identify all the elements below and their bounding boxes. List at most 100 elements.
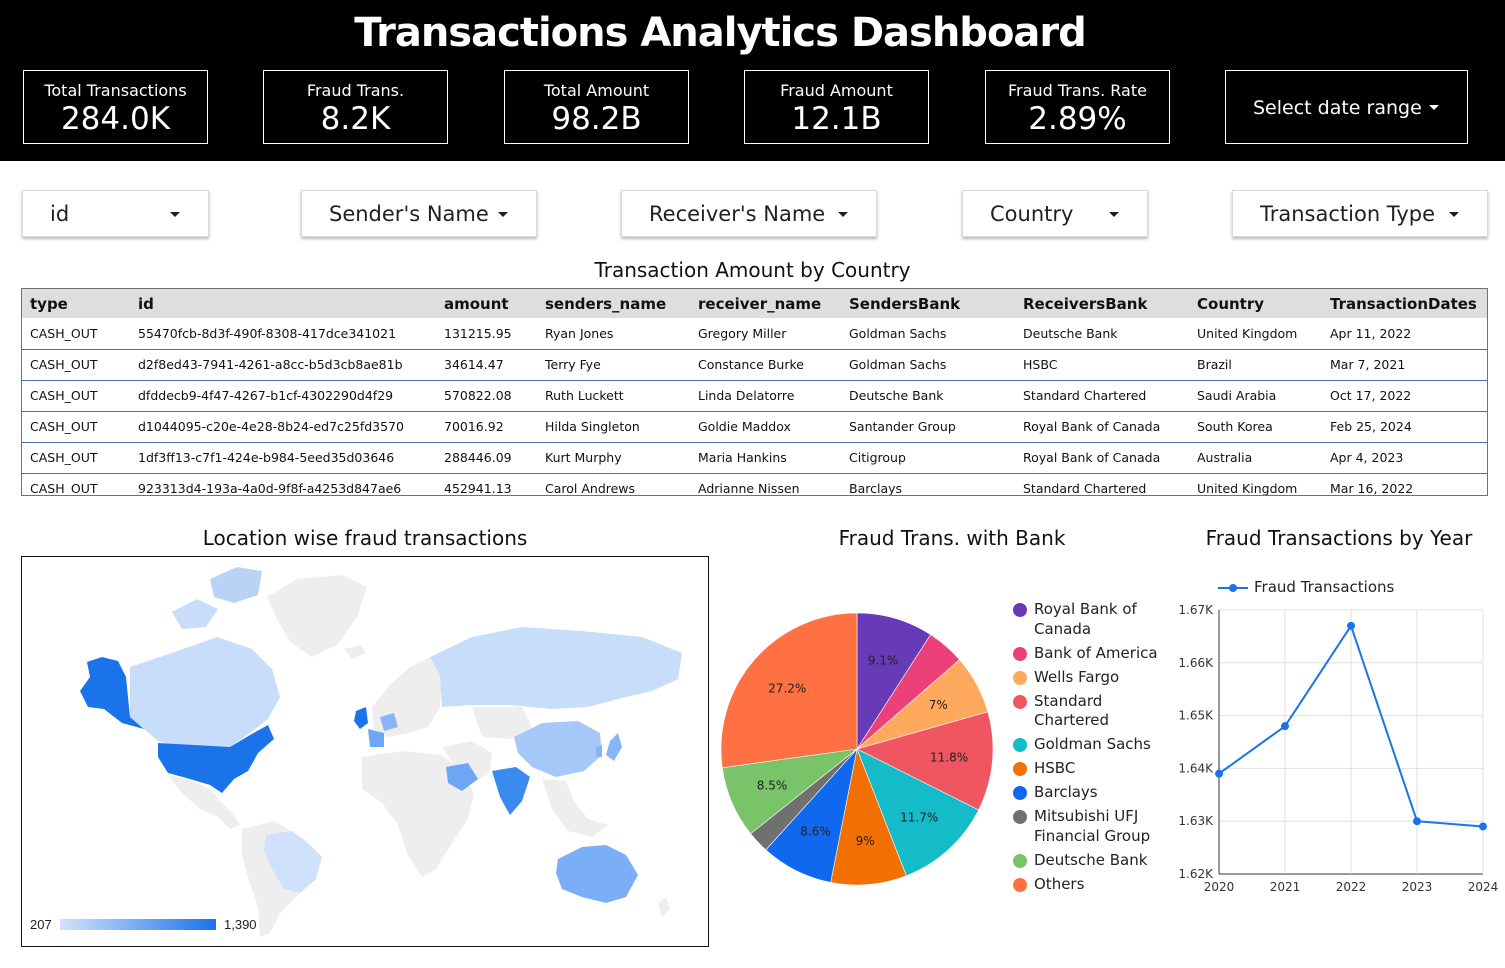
column-header[interactable]: TransactionDates <box>1330 294 1477 313</box>
region-mexico[interactable] <box>168 775 240 829</box>
region-central-asia[interactable] <box>472 707 532 739</box>
region-new-zealand[interactable] <box>658 897 670 917</box>
transactions-table[interactable]: type id amount senders_name receiver_nam… <box>21 288 1488 496</box>
region-brazil[interactable] <box>264 831 322 893</box>
filter-receivers-name[interactable]: Receiver's Name <box>621 190 877 237</box>
region-canada[interactable] <box>130 637 280 747</box>
table-cell: Kurt Murphy <box>545 450 622 465</box>
table-row[interactable]: CASH_OUT 55470fcb-8d3f-490f-8308-417dce34… <box>22 318 1487 349</box>
table-cell: Maria Hankins <box>698 450 787 465</box>
table-row[interactable]: CASH_OUT dfddecb9-4f47-4267-b1cf-4302290d… <box>22 380 1487 411</box>
legend-label: Others <box>1034 874 1085 893</box>
pie-legend-item[interactable]: Deutsche Bank <box>1013 851 1163 871</box>
pie-legend-item[interactable]: HSBC <box>1013 759 1163 779</box>
world-map[interactable]: 207 1,390 <box>21 556 709 947</box>
pie-legend-item[interactable]: Royal Bank of Canada <box>1013 600 1163 639</box>
column-header[interactable]: Country <box>1197 294 1265 313</box>
table-row[interactable]: CASH_OUT 1df3ff13-c7f1-424e-b984-5eed35d0… <box>22 442 1487 473</box>
filter-transaction-type[interactable]: Transaction Type <box>1232 190 1488 237</box>
legend-swatch <box>1013 646 1027 661</box>
pie-slice[interactable] <box>856 612 932 751</box>
table-cell: 131215.95 <box>444 325 512 341</box>
column-header[interactable]: senders_name <box>545 294 667 313</box>
table-row[interactable]: CASH_OUT d1044095-c20e-4e28-8b24-ed7c25fd… <box>22 411 1487 442</box>
pie-slice-label: 11.8% <box>930 751 968 765</box>
line-chart[interactable]: 1.62K 1.63K 1.64K 1.65K 1.66K 1.67K 2020 2021 20… <box>1160 596 1505 906</box>
kpi-fraud-transactions: Fraud Trans. 8.2K <box>263 70 448 144</box>
pie-legend-item[interactable]: Goldman Sachs <box>1013 735 1163 755</box>
region-iceland[interactable] <box>344 645 366 659</box>
data-point[interactable] <box>1347 621 1355 630</box>
x-tick-label: 2023 <box>1402 880 1433 894</box>
pie-slice[interactable] <box>856 711 994 811</box>
line-legend-label: Fraud Transactions <box>1254 578 1395 596</box>
pie-slice[interactable] <box>720 612 858 769</box>
region-middle-east[interactable] <box>442 741 492 783</box>
filter-senders-name[interactable]: Sender's Name <box>301 190 537 237</box>
column-header[interactable]: id <box>138 294 154 313</box>
region-alaska[interactable] <box>80 657 144 729</box>
region-china[interactable] <box>514 721 602 777</box>
legend-swatch <box>1013 853 1027 868</box>
region-usa[interactable] <box>158 725 274 793</box>
legend-label: Royal Bank of Canada <box>1034 600 1137 638</box>
legend-swatch <box>1013 694 1027 709</box>
column-header[interactable]: type <box>30 294 68 313</box>
region-france[interactable] <box>368 729 384 747</box>
region-japan[interactable] <box>606 733 622 761</box>
region-greenland[interactable] <box>267 575 367 657</box>
column-header[interactable]: SendersBank <box>849 294 961 313</box>
region-australia[interactable] <box>556 845 638 903</box>
pie-legend-item[interactable]: Mitsubishi UFJ Financial Group <box>1013 807 1163 846</box>
region-canada-arctic[interactable] <box>210 567 262 603</box>
table-row[interactable]: CASH_OUT 923313d4-193a-4a0d-9f8f-a4253d84… <box>22 473 1487 496</box>
filter-id[interactable]: id <box>22 190 209 237</box>
pie-legend-item[interactable]: Bank of America <box>1013 644 1163 664</box>
region-uk[interactable] <box>354 707 368 729</box>
kpi-total-amount: Total Amount 98.2B <box>504 70 689 144</box>
pie-legend-item[interactable]: Standard Chartered <box>1013 692 1163 731</box>
data-point[interactable] <box>1281 722 1289 731</box>
pie-slice[interactable] <box>856 748 979 877</box>
table-cell: 452941.13 <box>444 481 512 496</box>
line-legend: Fraud Transactions <box>1218 578 1394 596</box>
pie-chart-title: Fraud Trans. with Bank <box>838 526 1066 550</box>
dashboard-title: Transactions Analytics Dashboard <box>354 10 1087 56</box>
region-africa[interactable] <box>362 751 474 877</box>
table-cell: CASH_OUT <box>30 388 98 403</box>
region-india[interactable] <box>492 767 530 815</box>
pie-legend-item[interactable]: Others <box>1013 875 1163 895</box>
table-cell: Apr 11, 2022 <box>1330 325 1412 341</box>
table-cell: 923313d4-193a-4a0d-9f8f-a4253d847ae6 <box>138 481 402 496</box>
chevron-down-icon <box>1429 105 1439 110</box>
region-southeast-asia[interactable] <box>542 779 608 837</box>
region-germany[interactable] <box>380 713 398 731</box>
data-point[interactable] <box>1479 822 1487 831</box>
region-korea[interactable] <box>596 745 602 757</box>
region-canada-arctic-2[interactable] <box>172 599 218 629</box>
pie-chart[interactable]: 9.1% 7% 11.8% 11.7% 9% 8.6% 8.5% 27.2% <box>712 604 1002 894</box>
data-point[interactable] <box>1215 769 1223 778</box>
pie-slice-label: 11.7% <box>900 810 938 824</box>
filter-country[interactable]: Country <box>962 190 1148 237</box>
table-cell: Apr 4, 2023 <box>1330 450 1404 465</box>
table-cell: 570822.08 <box>444 388 512 403</box>
world-map-svg[interactable] <box>22 557 709 947</box>
legend-label: Goldman Sachs <box>1034 735 1151 753</box>
region-russia[interactable] <box>430 627 682 709</box>
table-cell: 288446.09 <box>444 450 512 465</box>
table-row[interactable]: CASH_OUT d2f8ed43-7941-4261-a8cc-b5d3cb8a… <box>22 349 1487 380</box>
column-header[interactable]: amount <box>444 294 509 313</box>
column-header[interactable]: receiver_name <box>698 294 822 313</box>
region-saudi-arabia[interactable] <box>446 763 478 791</box>
pie-legend-item[interactable]: Barclays <box>1013 783 1163 803</box>
y-tick-label: 1.62K <box>1178 867 1214 881</box>
date-range-picker[interactable]: Select date range <box>1225 70 1468 144</box>
table-cell: Adrianne Nissen <box>698 481 800 496</box>
data-point[interactable] <box>1413 817 1421 826</box>
header-bar: Transactions Analytics Dashboard Total T… <box>0 0 1505 161</box>
table-cell: Hilda Singleton <box>545 419 640 434</box>
pie-legend-item[interactable]: Wells Fargo <box>1013 668 1163 688</box>
kpi-total-transactions: Total Transactions 284.0K <box>23 70 208 144</box>
column-header[interactable]: ReceiversBank <box>1023 294 1148 313</box>
